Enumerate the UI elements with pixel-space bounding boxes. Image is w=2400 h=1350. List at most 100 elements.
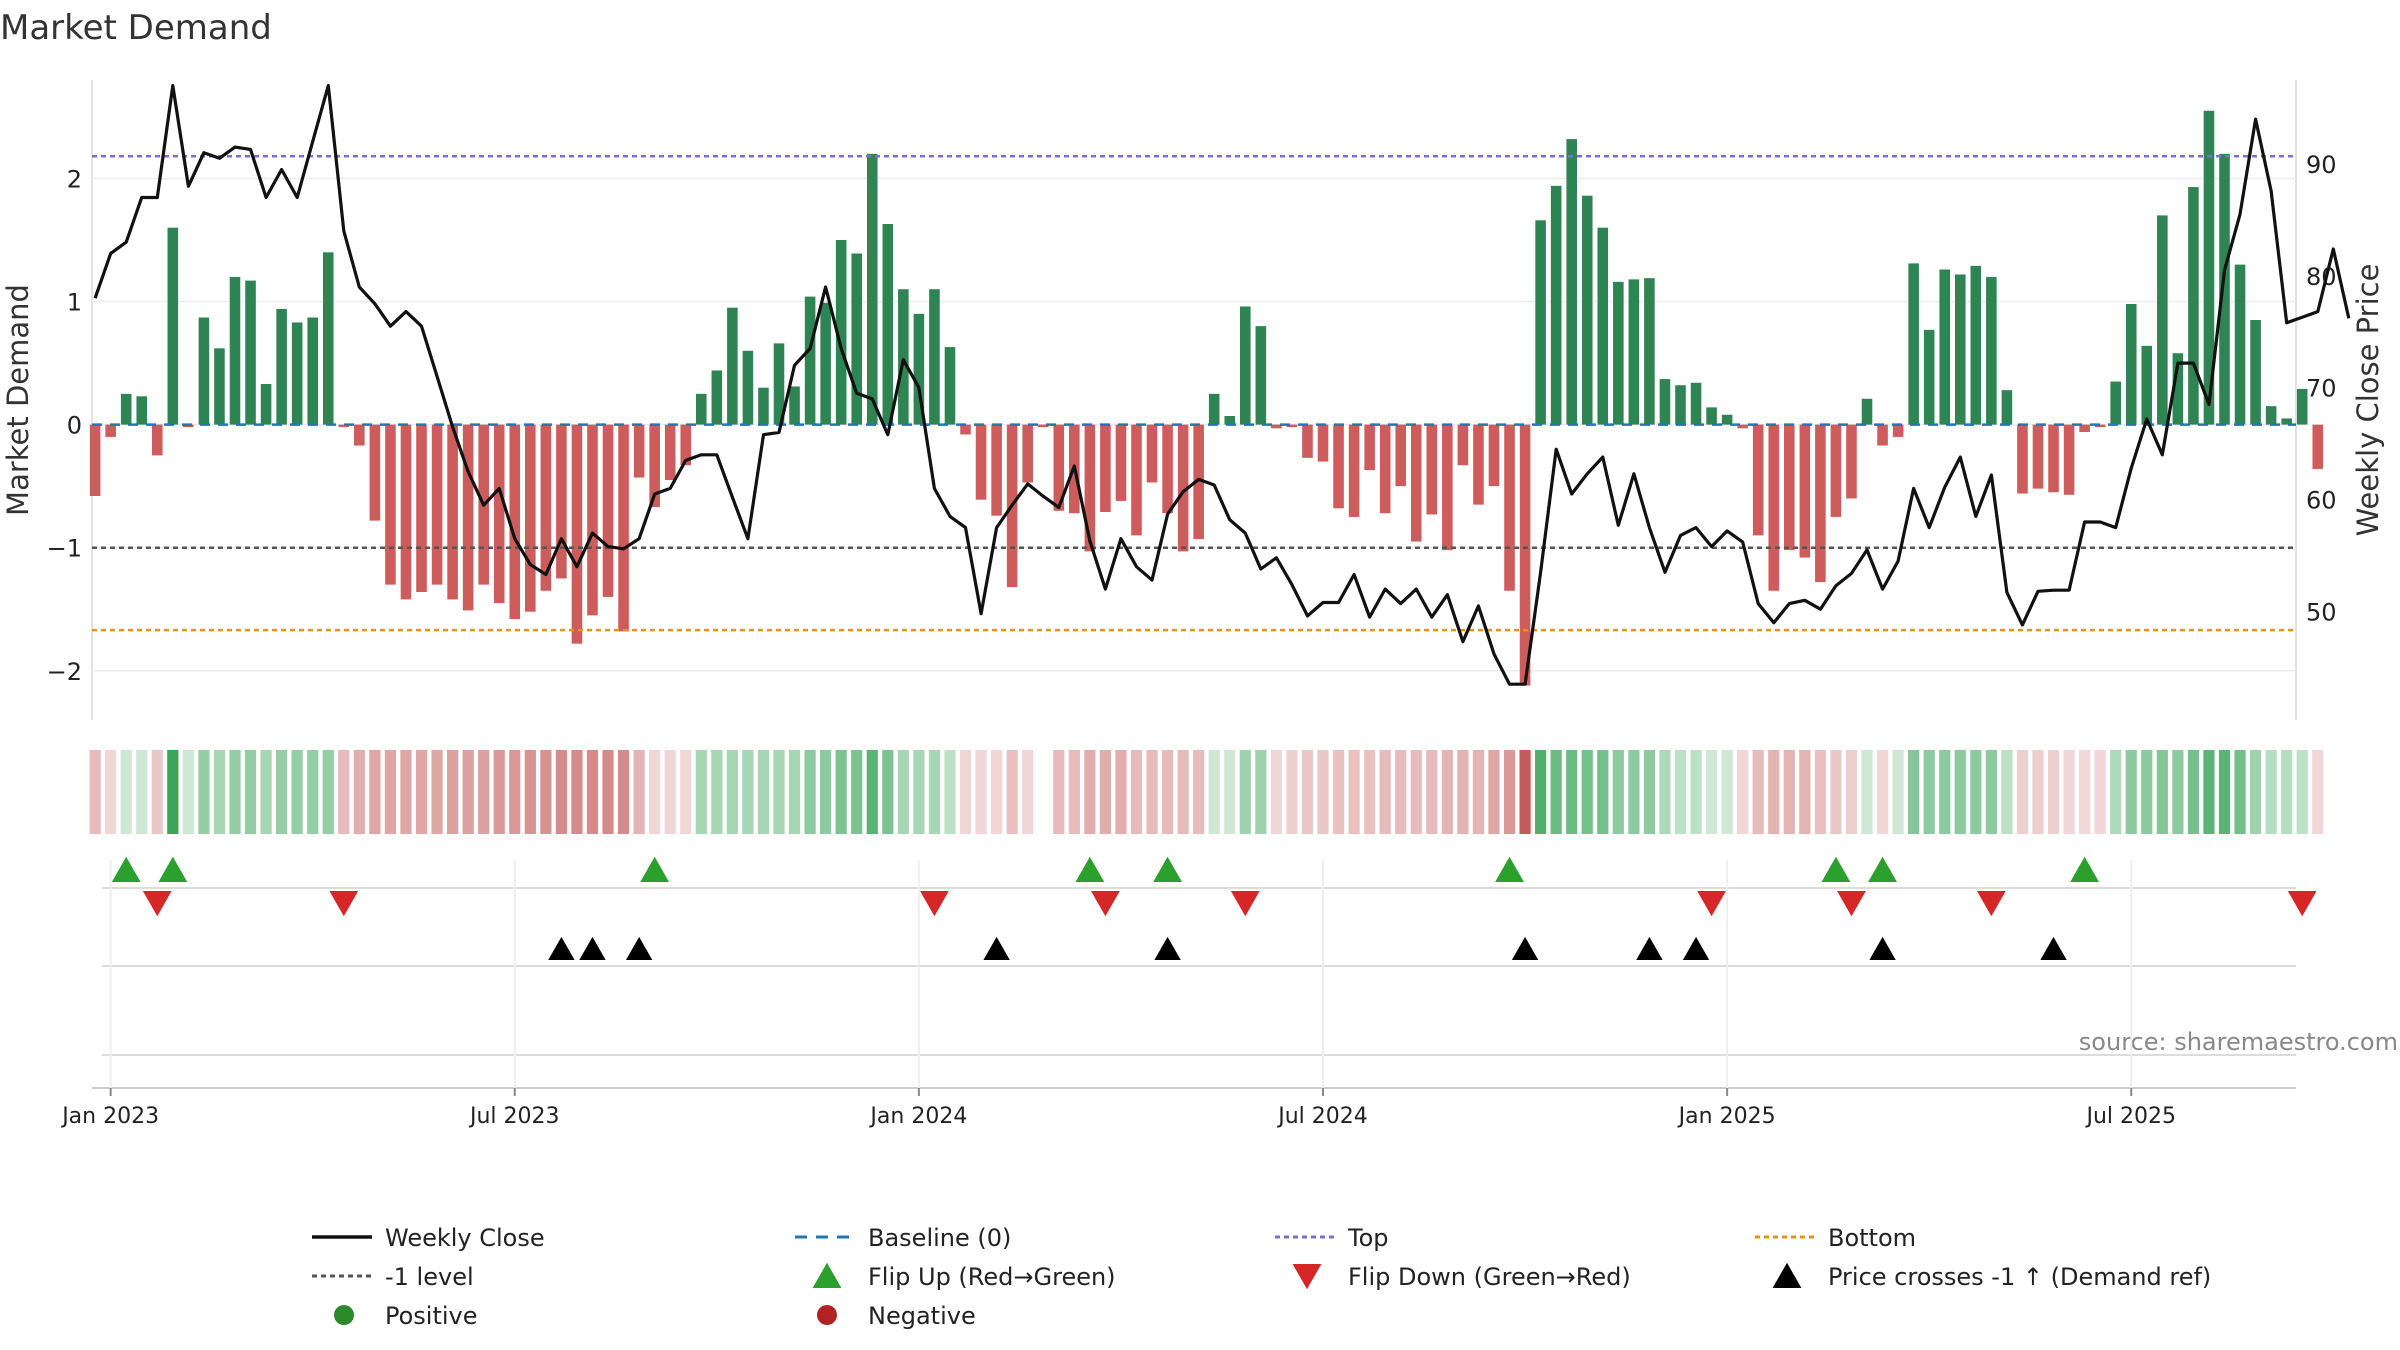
legend-swatch-circle	[817, 1305, 837, 1325]
flip-down-marker	[920, 891, 949, 917]
demand-bar-positive	[2125, 304, 2137, 425]
demand-shade-cell-positive	[2001, 750, 2013, 834]
plot-area: 2 1 0 −1 −2 90 80 70 60 50 Jan 2023 Jul 2023 Jan 202…	[47, 80, 2351, 1129]
demand-bar-positive	[2296, 388, 2308, 425]
demand-bar-positive	[1613, 281, 1624, 425]
demand-bar-negative	[1177, 424, 1189, 552]
demand-bar-positive	[1954, 274, 1966, 425]
flip-down-marker	[1091, 891, 1120, 917]
legend-label: -1 level	[385, 1263, 474, 1291]
demand-shade-cell-negative	[1799, 750, 1811, 834]
demand-bar-negative	[1473, 424, 1484, 505]
demand-bar-negative	[1395, 424, 1407, 487]
demand-bar-positive	[820, 302, 831, 425]
demand-shade-cell-negative	[1286, 750, 1298, 834]
demand-bar-negative	[556, 424, 567, 579]
legend-label: Positive	[385, 1302, 478, 1330]
x-tick-label: Jul 2025	[2084, 1104, 2176, 1129]
demand-shade-cell-positive	[1597, 750, 1609, 834]
demand-bar-positive	[742, 350, 754, 425]
demand-bar-positive	[898, 289, 909, 425]
demand-shade-cell-positive	[1954, 750, 1966, 834]
legend-label: Baseline (0)	[868, 1224, 1011, 1252]
price-cross-marker	[548, 936, 575, 960]
demand-shade-cell-positive	[1643, 750, 1656, 834]
demand-bar-negative	[1799, 424, 1811, 558]
demand-bar-negative	[462, 424, 474, 611]
demand-bar-positive	[2234, 264, 2246, 425]
demand-shade-cell-positive	[913, 750, 925, 834]
demand-bar-negative	[680, 424, 692, 466]
demand-bar-positive	[1706, 407, 1717, 425]
legend-negative: Negative	[817, 1302, 976, 1330]
demand-shade-cell-negative	[2016, 750, 2029, 834]
demand-shade-cell-negative	[1115, 750, 1127, 834]
demand-bar-negative	[1488, 424, 1500, 487]
demand-shade-cell-positive	[2249, 750, 2262, 834]
demand-shade-cell-negative	[384, 750, 397, 834]
demand-shade-cell-positive	[2172, 750, 2184, 834]
right-tick-label: 50	[2306, 598, 2337, 626]
demand-bar-negative	[1519, 424, 1531, 686]
demand-shade-cell-positive	[2296, 750, 2308, 834]
demand-bar-negative	[447, 424, 458, 600]
demand-bar-negative	[1426, 424, 1438, 515]
demand-bar-negative	[400, 424, 412, 600]
demand-shade-cell-negative	[649, 750, 661, 834]
demand-bar-negative	[602, 424, 614, 597]
legend-label: Top	[1347, 1224, 1389, 1252]
demand-bar-negative	[1271, 424, 1282, 429]
demand-bar-positive	[1255, 326, 1267, 425]
demand-shade-cell-positive	[726, 750, 738, 834]
demand-bar-negative	[1442, 424, 1453, 551]
demand-shade-cell-negative	[431, 750, 443, 834]
demand-shade-cell-negative	[1053, 750, 1065, 834]
demand-shade-cell-negative	[2312, 750, 2324, 834]
demand-bar-positive	[1597, 227, 1609, 425]
demand-shade-cell-positive	[1239, 750, 1251, 834]
demand-bar-negative	[664, 424, 676, 480]
demand-shade-cell-positive	[1535, 750, 1547, 834]
x-tick-label: Jan 2025	[1677, 1104, 1776, 1129]
demand-bar-negative	[540, 424, 552, 591]
demand-bar-negative	[1457, 424, 1469, 466]
flip-down-marker	[142, 891, 172, 917]
demand-bar-positive	[929, 289, 940, 425]
demand-shade-cell-positive	[1208, 750, 1220, 834]
demand-bar-positive	[1628, 279, 1640, 425]
demand-bar-negative	[1022, 424, 1033, 483]
legend: Weekly Close Baseline (0) Top Bottom -1 leve…	[312, 1224, 2211, 1330]
demand-shade-cell-negative	[1410, 750, 1422, 834]
legend-label: Bottom	[1828, 1224, 1916, 1252]
demand-shade-cell-negative	[1441, 750, 1453, 834]
demand-bar-negative	[1100, 424, 1111, 512]
demand-shade-cell-negative	[1348, 750, 1360, 834]
demand-bar-positive	[1659, 379, 1671, 425]
demand-bar-positive	[2203, 110, 2215, 425]
demand-shade-cell-positive	[851, 750, 863, 834]
legend-swatch-triangle-up	[1772, 1262, 1802, 1288]
demand-bar-negative	[431, 424, 443, 585]
demand-bar-positive	[1566, 139, 1577, 425]
demand-shade-cell-negative	[338, 750, 350, 834]
demand-bar-positive	[2281, 418, 2292, 425]
left-tick-label: −2	[47, 658, 82, 686]
demand-bar-positive	[167, 227, 179, 425]
demand-bar-negative	[1846, 424, 1857, 499]
demand-shade-cell-positive	[2281, 750, 2293, 834]
demand-shade-cell-positive	[1255, 750, 1267, 834]
demand-shade-cell-negative	[400, 750, 412, 834]
demand-shade-cell-positive	[711, 750, 723, 834]
demand-bar-negative	[587, 424, 598, 616]
legend-positive: Positive	[334, 1302, 478, 1330]
demand-bar-positive	[2172, 353, 2184, 425]
demand-shade-cell-positive	[198, 750, 210, 834]
demand-shade-cell-negative	[1814, 750, 1826, 834]
demand-shade-cell-negative	[1519, 750, 1531, 834]
demand-bar-positive	[260, 384, 272, 425]
demand-shade-cell-negative	[89, 750, 101, 834]
demand-bar-positive	[1970, 265, 1982, 425]
demand-bar-positive	[711, 370, 723, 425]
demand-shade-cell-negative	[1472, 750, 1485, 834]
flip-up-marker	[2070, 856, 2100, 882]
